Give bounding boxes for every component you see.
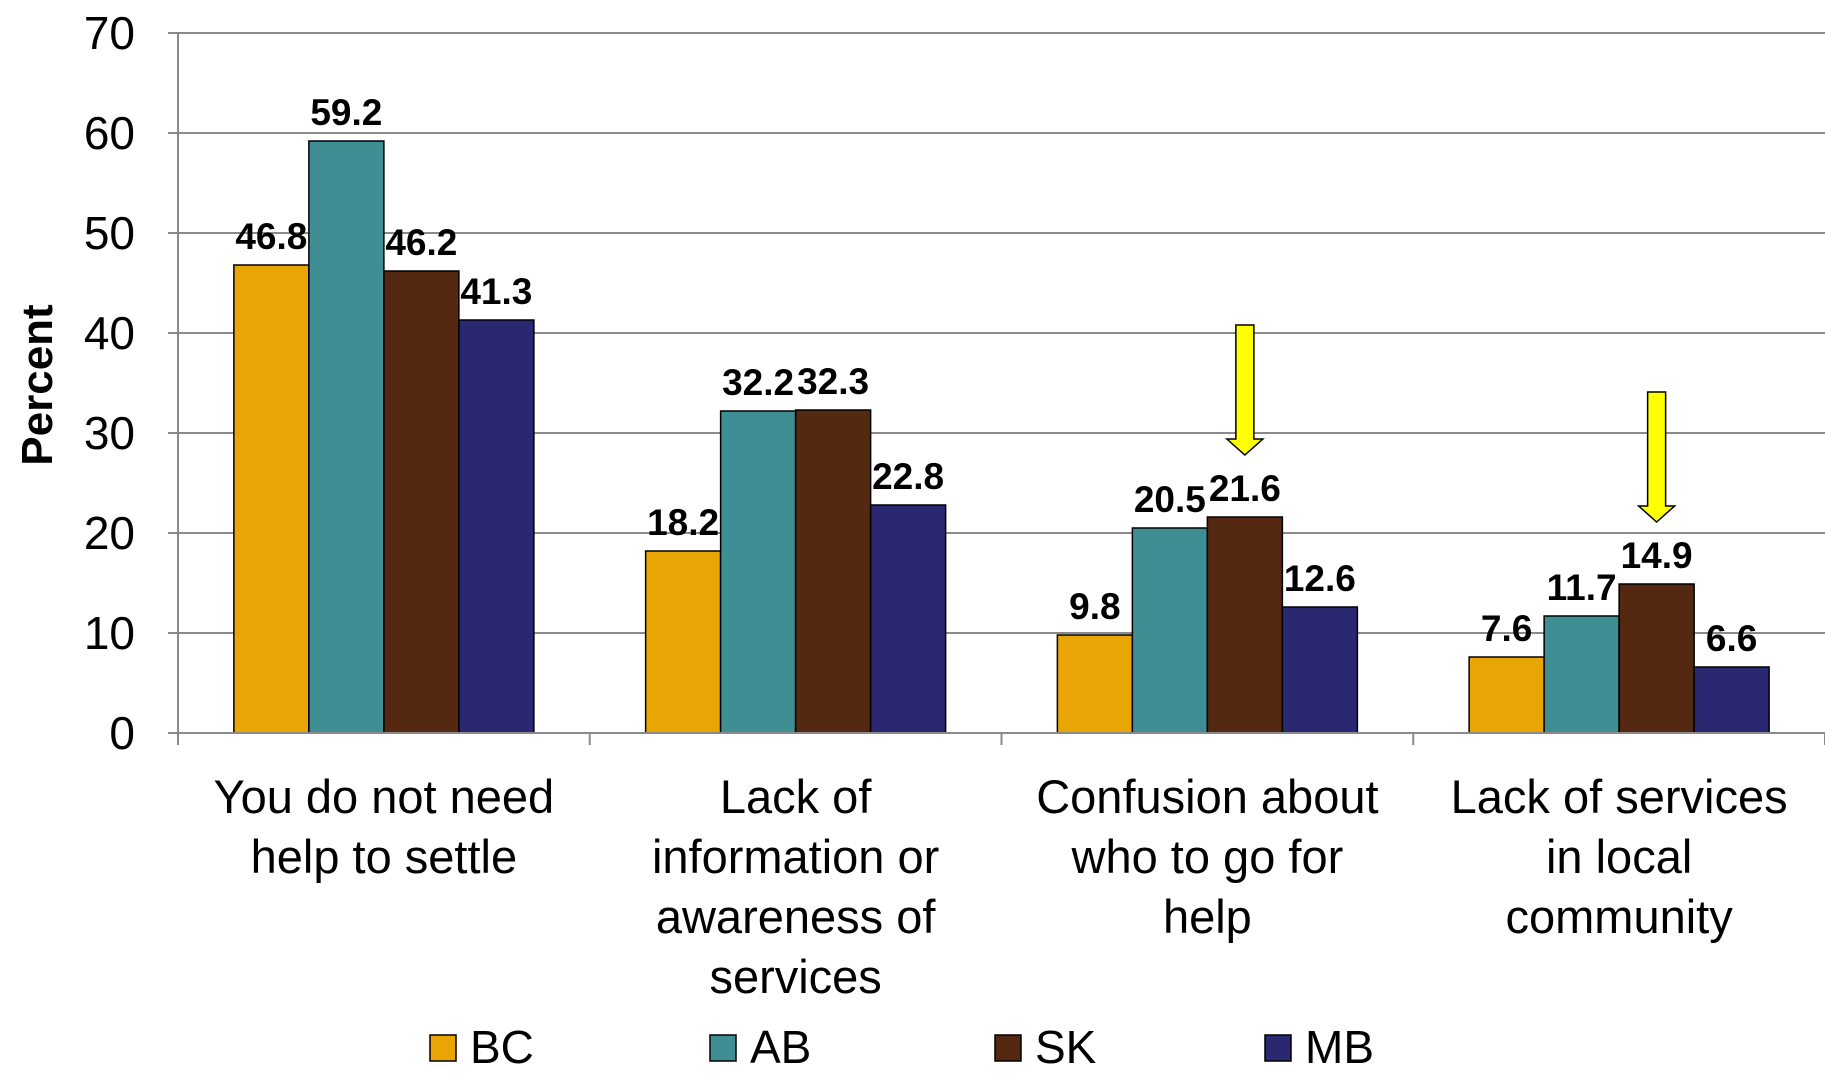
- data-label: 12.6: [1284, 558, 1356, 599]
- bar-sk: [794, 409, 872, 734]
- data-label: 41.3: [460, 271, 532, 312]
- legend-label: BC: [470, 1021, 534, 1073]
- data-label: 20.5: [1134, 479, 1206, 520]
- bar-sk: [1618, 583, 1695, 734]
- data-label: 7.6: [1481, 608, 1532, 649]
- data-label: 6.6: [1706, 618, 1757, 659]
- bar-sk: [1206, 516, 1284, 734]
- y-tick-label: 70: [84, 7, 135, 59]
- bars: [233, 140, 1770, 734]
- legend-swatch-bc: [429, 1034, 457, 1062]
- category-label: help to settle: [251, 830, 518, 883]
- category-labels: You do not need help to settle Lack of info…: [214, 770, 1788, 1003]
- category-label: community: [1506, 890, 1734, 943]
- legend-label: SK: [1035, 1021, 1097, 1073]
- y-tick-labels: 0 10 20 30 40 50 60 70: [84, 7, 135, 759]
- bar-bc: [1468, 656, 1545, 734]
- data-label: 59.2: [310, 92, 382, 133]
- bar-ab: [719, 410, 797, 734]
- data-label: 46.8: [235, 216, 307, 257]
- category-label: You do not need: [214, 770, 555, 823]
- y-tick-label: 30: [84, 407, 135, 459]
- category-label: who to go for: [1071, 830, 1344, 883]
- data-label: 18.2: [647, 502, 719, 543]
- bar-bc: [644, 550, 722, 734]
- y-tick-label: 50: [84, 207, 135, 259]
- data-label: 9.8: [1069, 586, 1120, 627]
- legend-swatch-sk: [994, 1034, 1022, 1062]
- legend-swatch-mb: [1264, 1034, 1292, 1062]
- data-labels: 46.8 18.2 9.8 7.6 59.2 32.2 20.5 11.7 46.2 32.3 21…: [235, 92, 1757, 659]
- data-label: 32.3: [797, 361, 869, 402]
- y-tick-label: 0: [109, 707, 135, 759]
- y-axis-label: Percent: [13, 304, 62, 466]
- bar-mb: [1693, 666, 1770, 734]
- bar-ab: [1131, 527, 1209, 734]
- category-label: Lack of services: [1451, 770, 1788, 823]
- bar-mb: [869, 504, 947, 734]
- category-label: Lack of: [720, 770, 872, 823]
- down-arrow-icon: [1636, 391, 1677, 524]
- y-tick-label: 10: [84, 607, 135, 659]
- y-tick-label: 40: [84, 307, 135, 359]
- bar-sk: [383, 270, 460, 734]
- category-label: awareness of: [656, 890, 936, 943]
- bar-ab: [1543, 615, 1620, 734]
- data-label: 32.2: [722, 362, 794, 403]
- y-tick-label: 20: [84, 507, 135, 559]
- category-label: information or: [652, 830, 939, 883]
- annotation-arrows: [1224, 324, 1677, 524]
- legend-label: AB: [750, 1021, 811, 1073]
- axes: [168, 32, 1825, 745]
- legend: BC AB SK MB: [429, 1021, 1374, 1073]
- legend-swatch-ab: [709, 1034, 737, 1062]
- data-label: 21.6: [1209, 468, 1281, 509]
- category-label: Confusion about: [1036, 770, 1378, 823]
- legend-label: MB: [1305, 1021, 1374, 1073]
- bar-mb: [1281, 606, 1359, 734]
- down-arrow-icon: [1224, 324, 1265, 457]
- data-label: 11.7: [1547, 567, 1617, 608]
- data-label: 22.8: [872, 456, 944, 497]
- bar-mb: [458, 319, 535, 734]
- data-label: 46.2: [385, 222, 457, 263]
- category-label: in local: [1546, 830, 1692, 883]
- bar-ab: [308, 140, 385, 734]
- bar-bc: [1056, 634, 1134, 734]
- category-label: help: [1163, 890, 1252, 943]
- data-label: 14.9: [1621, 535, 1693, 576]
- category-label: services: [709, 950, 881, 1003]
- y-tick-label: 60: [84, 107, 135, 159]
- bar-bc: [233, 264, 310, 734]
